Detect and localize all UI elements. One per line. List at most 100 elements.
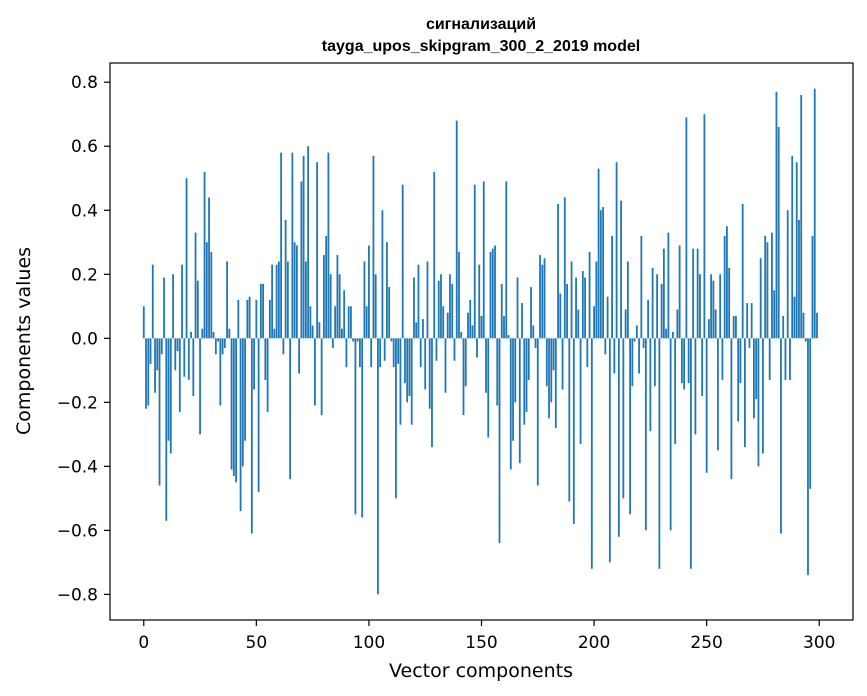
bar: [442, 306, 445, 339]
bar: [550, 338, 553, 403]
bar: [694, 338, 697, 435]
bar: [539, 255, 541, 339]
bar: [304, 261, 307, 339]
bar: [404, 338, 406, 384]
y-tick-label: 0.6: [71, 137, 98, 157]
bar: [176, 338, 179, 352]
bar: [282, 338, 285, 355]
bar: [347, 306, 350, 339]
bar: [397, 338, 400, 364]
bar: [336, 255, 339, 339]
bar: [183, 338, 186, 377]
bar: [662, 248, 665, 339]
bar: [775, 91, 778, 339]
bar: [527, 338, 530, 380]
bar: [388, 287, 391, 339]
x-axis-ticks: 0 50 100 150 200 250 300: [138, 620, 835, 653]
bar: [345, 338, 348, 368]
bar: [548, 338, 550, 419]
bar: [408, 338, 411, 396]
bar: [635, 325, 638, 339]
bar: [259, 283, 262, 339]
bar: [178, 338, 181, 412]
bar: [205, 242, 208, 339]
bar: [309, 306, 312, 339]
bar: [368, 245, 370, 339]
bar: [255, 299, 258, 339]
bar: [199, 338, 201, 435]
y-tick-label: −0.2: [57, 393, 98, 413]
bar: [604, 338, 607, 355]
bar: [638, 338, 641, 374]
bar: [151, 264, 154, 339]
bar: [428, 338, 431, 409]
bar: [523, 338, 526, 425]
bar: [257, 338, 260, 492]
bar: [480, 315, 483, 339]
bar: [730, 338, 733, 480]
bar: [383, 338, 386, 361]
bar: [343, 290, 346, 339]
bar: [753, 338, 755, 419]
y-tick-label: 0.0: [71, 329, 98, 349]
bar: [689, 338, 692, 569]
bar: [487, 338, 490, 438]
bar: [521, 303, 523, 339]
bar: [208, 197, 210, 339]
bar: [237, 299, 240, 339]
y-tick-label: −0.4: [57, 457, 98, 477]
y-tick-label: −0.6: [57, 521, 98, 541]
x-tick-label: 250: [690, 633, 722, 653]
bar: [777, 127, 780, 339]
bar: [701, 338, 704, 396]
x-tick-label: 150: [465, 633, 497, 653]
bar: [762, 338, 764, 454]
bar: [705, 338, 708, 473]
bar: [757, 338, 760, 467]
bar: [579, 338, 582, 444]
bar: [746, 303, 749, 339]
bar: [518, 338, 521, 464]
bar: [667, 232, 670, 339]
bar: [435, 338, 438, 361]
bar: [169, 338, 172, 454]
bar: [142, 306, 145, 339]
bar: [611, 235, 613, 339]
bar: [816, 312, 818, 339]
bar: [185, 178, 188, 339]
bar: [602, 207, 604, 339]
bar: [318, 322, 321, 339]
bar: [356, 338, 359, 342]
x-tick-label: 200: [578, 633, 610, 653]
bar: [712, 280, 715, 339]
bar: [617, 338, 620, 537]
bar: [759, 258, 762, 339]
bar: [181, 264, 183, 339]
bar: [286, 261, 289, 339]
bar: [262, 283, 264, 339]
bar: [320, 338, 323, 416]
bar: [696, 248, 699, 339]
bar: [557, 203, 559, 339]
bar: [217, 338, 219, 342]
bar: [221, 338, 224, 355]
bar: [507, 335, 510, 339]
bar: [741, 203, 744, 339]
bar: [505, 181, 508, 339]
bar: [685, 117, 688, 339]
bar: [194, 232, 197, 339]
y-tick-label: −0.8: [57, 585, 98, 605]
bar: [581, 271, 584, 339]
bar: [595, 261, 598, 339]
bar: [232, 338, 235, 476]
bar: [766, 242, 769, 339]
bar: [676, 309, 679, 339]
bar: [768, 338, 771, 380]
bar: [554, 338, 557, 428]
bar: [613, 338, 616, 374]
bar: [563, 197, 566, 339]
bar: [478, 264, 481, 339]
bar: [156, 338, 159, 371]
bar: [482, 181, 485, 339]
bar: [160, 338, 163, 355]
